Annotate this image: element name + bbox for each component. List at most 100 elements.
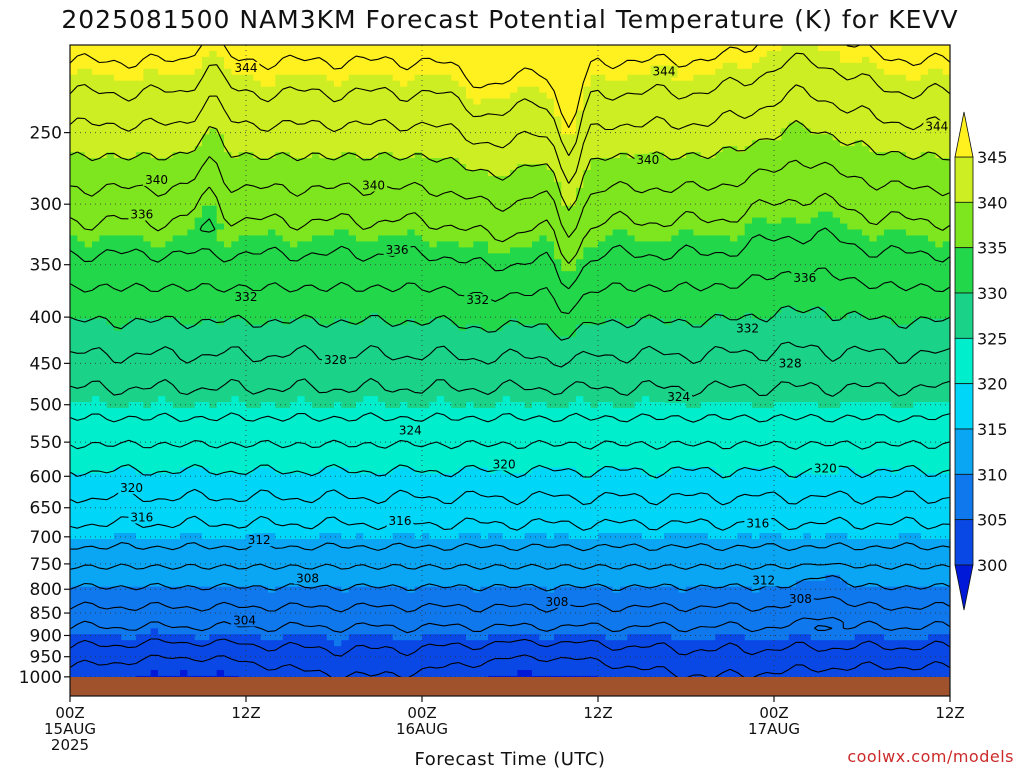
x-tick-label: 00Z [407, 704, 436, 722]
y-tick-label: 650 [30, 499, 62, 519]
y-tick-label: 250 [30, 124, 62, 144]
contour-label-bg [744, 517, 772, 530]
contour-label: 332 [235, 290, 258, 304]
contour-label: 328 [779, 356, 802, 370]
contour-label: 308 [545, 595, 568, 609]
contour-label: 320 [493, 457, 516, 471]
contour-320 [70, 463, 950, 479]
contour-label-bg [294, 572, 322, 585]
plot-frame [69, 44, 951, 697]
y-tick-label: 450 [30, 354, 62, 374]
contour-label: 332 [736, 322, 759, 336]
contour-332 [70, 267, 950, 315]
contour-label-bg [776, 357, 804, 370]
contour-label: 344 [235, 61, 258, 75]
colorbar-label: 305 [977, 511, 1008, 530]
y-tick-label: 300 [30, 195, 62, 215]
colorbar-min-arrow [954, 564, 974, 611]
contour-346 [70, 45, 950, 128]
contour-label-bg [245, 534, 273, 547]
y-tick-label: 700 [30, 528, 62, 548]
y-tick-label: 550 [30, 433, 62, 453]
x-tick-label: 16AUG [396, 720, 448, 738]
contour-label-bg [543, 595, 571, 608]
contour-label-bg [650, 65, 678, 78]
contour-304 [70, 638, 950, 657]
x-tick-label: 12Z [935, 704, 964, 722]
colorbar-label: 340 [977, 193, 1008, 212]
ground-bar [70, 677, 950, 696]
contour-label-bg [143, 173, 170, 186]
contour-lines [70, 45, 950, 677]
x-tick-label: 12Z [583, 704, 612, 722]
chart-title: 2025081500 NAM3KM Forecast Potential Tem… [61, 5, 958, 34]
contour-label: 340 [145, 173, 168, 187]
y-tick-label: 750 [30, 555, 62, 575]
contour-label-bg [734, 322, 762, 335]
contour-label: 328 [324, 353, 347, 367]
x-tick-label: 00Z [55, 704, 84, 722]
contour-344 [70, 52, 950, 156]
contour-label-bg [396, 424, 424, 437]
contour-label-bg [232, 290, 260, 303]
contour-label-bg [786, 592, 814, 605]
contour-label: 308 [296, 571, 319, 585]
x-tick-label: 15AUG [44, 720, 96, 738]
x-axis-title: Forecast Time (UTC) [415, 749, 606, 768]
colorbar-segment [954, 519, 974, 566]
contour-label-bg [490, 458, 518, 471]
colorbar-segment [954, 337, 974, 385]
y-tick-label: 1000 [19, 668, 62, 688]
contour-label: 340 [362, 178, 385, 192]
contour-label: 340 [636, 153, 659, 167]
contour-label: 316 [130, 510, 153, 524]
colorbar-segment [954, 247, 974, 294]
gridlines [70, 45, 950, 677]
colorbar-segment [954, 292, 974, 339]
y-tick-label: 500 [30, 396, 62, 416]
contour-label: 312 [248, 533, 271, 547]
y-tick-label: 950 [30, 648, 62, 668]
contour-label: 344 [653, 65, 676, 79]
credit-link[interactable]: coolwx.com/models [847, 747, 1014, 766]
colorbar-segment [954, 473, 974, 521]
y-tick-label: 600 [30, 467, 62, 487]
colorbar-label: 345 [977, 148, 1008, 167]
x-tick-label: 17AUG [748, 720, 800, 738]
y-axis: 2503003504004505005506006507007508008509… [19, 124, 70, 688]
contour-label-bg [791, 271, 819, 284]
contour-label-bg [128, 208, 156, 221]
contour-306 [70, 616, 950, 634]
contour-label-bg [360, 179, 388, 192]
contour-label-bg [232, 61, 260, 74]
contour-324 [70, 412, 950, 423]
y-tick-label: 800 [30, 580, 62, 600]
contour-328 [70, 341, 950, 368]
contour-label: 308 [789, 592, 812, 606]
contour-330 [70, 305, 950, 341]
colorbar-label: 335 [977, 239, 1008, 258]
colorbar-segment [954, 383, 974, 430]
contour-340 [70, 119, 950, 211]
contour-label-bg [128, 511, 156, 524]
contour-314 [70, 541, 950, 552]
contour-label-bg [923, 120, 951, 133]
contour-label-bg [665, 390, 693, 403]
colorbar-label: 315 [977, 420, 1008, 439]
contour-322 [70, 439, 950, 450]
ground-surface [70, 677, 950, 696]
y-tick-label: 350 [30, 256, 62, 276]
contour-312 [70, 562, 950, 570]
contour-label: 304 [233, 613, 256, 627]
colorbar-label: 320 [977, 375, 1008, 394]
x-tick-label: 2025 [51, 736, 89, 754]
colorbar-label: 330 [977, 284, 1008, 303]
contour-label-bg [386, 514, 414, 527]
contour-label-bg [464, 294, 492, 307]
colorbar: 300 305 310 315 320 325 330 335 340 345 [954, 111, 1008, 611]
contour-label: 316 [746, 517, 769, 531]
contour-label-bg [750, 574, 778, 587]
y-tick-label: 850 [30, 604, 62, 624]
